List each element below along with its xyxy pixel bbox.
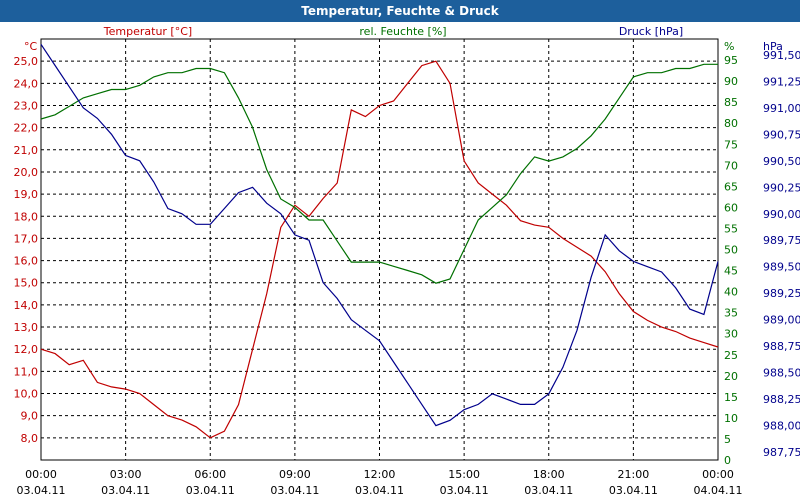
temp-tick-label: 25,0 bbox=[14, 55, 39, 68]
pressure-tick-label: 989,00 bbox=[763, 314, 800, 327]
humidity-tick-label: 65 bbox=[724, 180, 738, 193]
chart-title: Temperatur, Feuchte & Druck bbox=[0, 0, 800, 22]
pressure-tick-label: 989,25 bbox=[763, 287, 800, 300]
humidity-tick-label: 40 bbox=[724, 286, 738, 299]
pressure-tick-label: 988,25 bbox=[763, 393, 800, 406]
temp-tick-label: 24,0 bbox=[14, 77, 39, 90]
plot-frame bbox=[40, 38, 719, 461]
temp-tick-label: 15,0 bbox=[14, 277, 39, 290]
temp-tick-label: 13,0 bbox=[14, 321, 39, 334]
pressure-tick-label: 990,00 bbox=[763, 208, 800, 221]
humidity-tick-label: 90 bbox=[724, 75, 738, 88]
x-tick-date: 03.04.11 bbox=[186, 484, 235, 497]
humidity-unit-label: % bbox=[724, 40, 734, 53]
temp-axis-ticks: 8,0 9,0 10,0 11,0 12,0 13,0 14,0 15,0 16,0 17,0 18… bbox=[14, 55, 39, 445]
humidity-tick-label: 0 bbox=[724, 454, 731, 467]
temp-tick-label: 11,0 bbox=[14, 365, 39, 378]
humidity-tick-label: 45 bbox=[724, 265, 738, 278]
pressure-tick-label: 989,50 bbox=[763, 261, 800, 274]
humidity-tick-label: 35 bbox=[724, 307, 738, 320]
pressure-unit-label: hPa bbox=[763, 40, 783, 53]
pressure-tick-label: 988,00 bbox=[763, 420, 800, 433]
x-tick-time: 15:00 bbox=[448, 468, 480, 481]
pressure-tick-label: 991,25 bbox=[763, 75, 800, 88]
temp-tick-label: 16,0 bbox=[14, 255, 39, 268]
pressure-tick-label: 990,25 bbox=[763, 181, 800, 194]
temp-tick-label: 8,0 bbox=[21, 432, 39, 445]
x-tick-time: 00:00 bbox=[702, 468, 734, 481]
humidity-tick-label: 10 bbox=[724, 412, 738, 425]
temp-tick-label: 9,0 bbox=[21, 410, 39, 423]
temp-tick-label: 21,0 bbox=[14, 144, 39, 157]
humidity-axis-label: rel. Feuchte [%] bbox=[359, 25, 446, 38]
pressure-tick-label: 991,50 bbox=[763, 49, 800, 62]
humidity-tick-label: 5 bbox=[724, 433, 731, 446]
x-tick-time: 03:00 bbox=[110, 468, 142, 481]
humidity-tick-label: 75 bbox=[724, 138, 738, 151]
pressure-series-line bbox=[40, 43, 719, 427]
humidity-tick-label: 70 bbox=[724, 159, 738, 172]
temp-tick-label: 17,0 bbox=[14, 232, 39, 245]
pressure-tick-label: 991,00 bbox=[763, 102, 800, 115]
temp-series-line bbox=[40, 60, 719, 439]
pressure-axis-ticks: 987,75 988,00 988,25 988,50 988,75 989,00 989,… bbox=[763, 49, 800, 459]
x-tick-time: 09:00 bbox=[279, 468, 311, 481]
x-tick-time: 18:00 bbox=[533, 468, 565, 481]
temp-tick-label: 22,0 bbox=[14, 122, 39, 135]
temp-tick-label: 12,0 bbox=[14, 343, 39, 356]
humidity-tick-label: 55 bbox=[724, 222, 738, 235]
humidity-tick-label: 60 bbox=[724, 201, 738, 214]
temp-unit-label: °C bbox=[24, 40, 38, 53]
humidity-tick-label: 50 bbox=[724, 244, 738, 257]
x-tick-time: 00:00 bbox=[25, 468, 57, 481]
humidity-tick-label: 25 bbox=[724, 349, 738, 362]
humidity-axis-ticks: 0 5 10 15 20 25 30 35 40 45 50 55 60 65 70 75 80 85 90 95 bbox=[724, 54, 738, 467]
temp-axis-label: Temperatur [°C] bbox=[103, 25, 192, 38]
pressure-tick-label: 990,50 bbox=[763, 155, 800, 168]
series-layer bbox=[40, 43, 719, 439]
humidity-tick-label: 30 bbox=[724, 328, 738, 341]
temp-tick-label: 18,0 bbox=[14, 210, 39, 223]
x-tick-date: 03.04.11 bbox=[609, 484, 658, 497]
pressure-tick-label: 989,75 bbox=[763, 234, 800, 247]
x-tick-date: 03.04.11 bbox=[355, 484, 404, 497]
grid-lines bbox=[40, 39, 719, 460]
temp-tick-label: 20,0 bbox=[14, 166, 39, 179]
humidity-tick-label: 15 bbox=[724, 391, 738, 404]
temp-tick-label: 10,0 bbox=[14, 388, 39, 401]
humidity-tick-label: 85 bbox=[724, 96, 738, 109]
x-axis-ticks: 00:00 03.04.11 03:00 03.04.11 06:00 03.04.11 0… bbox=[17, 468, 743, 497]
x-tick-date: 03.04.11 bbox=[101, 484, 150, 497]
x-tick-date: 03.04.11 bbox=[440, 484, 489, 497]
x-tick-date: 03.04.11 bbox=[270, 484, 319, 497]
chart-svg: Temperatur [°C] rel. Feuchte [%] Druck [… bbox=[0, 22, 800, 500]
temp-tick-label: 19,0 bbox=[14, 188, 39, 201]
humidity-tick-label: 95 bbox=[724, 54, 738, 67]
x-tick-time: 21:00 bbox=[618, 468, 650, 481]
x-tick-time: 06:00 bbox=[194, 468, 226, 481]
pressure-tick-label: 990,75 bbox=[763, 128, 800, 141]
x-tick-date: 03.04.11 bbox=[17, 484, 66, 497]
pressure-tick-label: 988,50 bbox=[763, 367, 800, 380]
pressure-tick-label: 988,75 bbox=[763, 340, 800, 353]
temp-tick-label: 14,0 bbox=[14, 299, 39, 312]
humidity-series-line bbox=[40, 63, 718, 284]
temp-tick-label: 23,0 bbox=[14, 99, 39, 112]
pressure-axis-label: Druck [hPa] bbox=[619, 25, 683, 38]
x-tick-date: 03.04.11 bbox=[524, 484, 573, 497]
humidity-tick-label: 20 bbox=[724, 370, 738, 383]
pressure-tick-label: 987,75 bbox=[763, 446, 800, 459]
x-tick-date: 04.04.11 bbox=[694, 484, 743, 497]
humidity-tick-label: 80 bbox=[724, 117, 738, 130]
x-tick-time: 12:00 bbox=[364, 468, 396, 481]
